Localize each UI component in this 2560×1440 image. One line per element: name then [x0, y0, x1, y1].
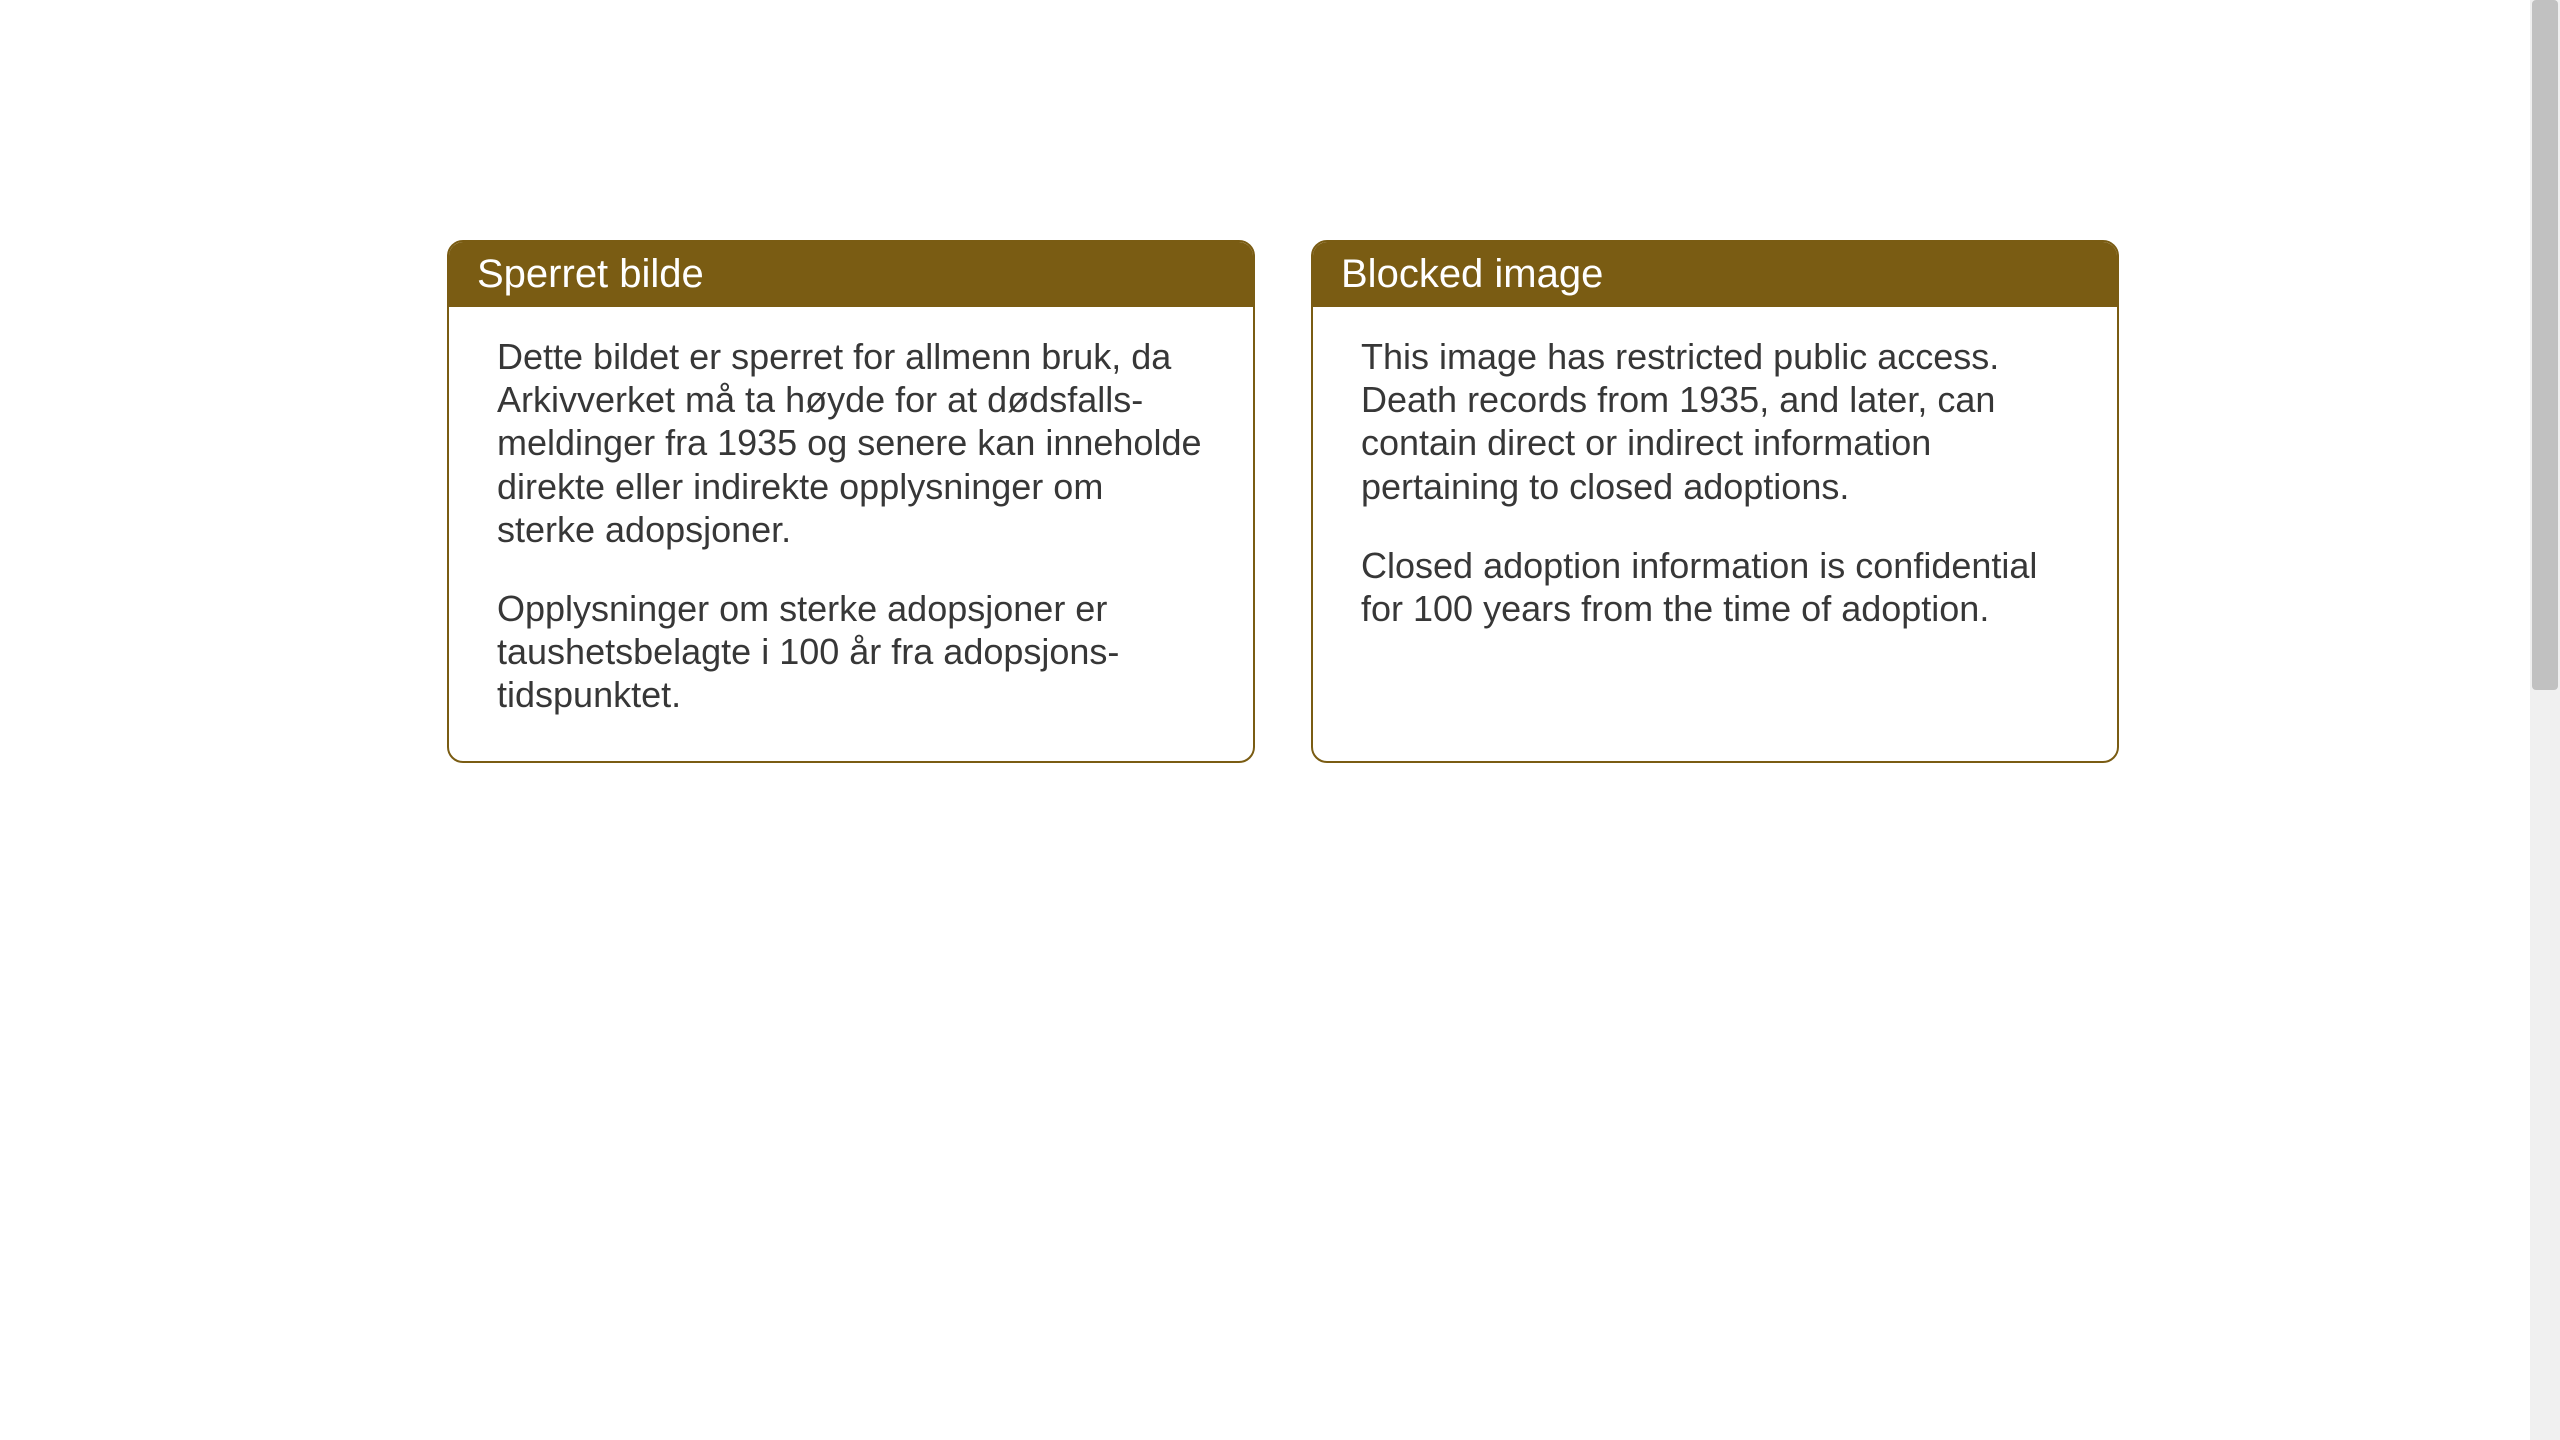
- card-norwegian-paragraph1: Dette bildet er sperret for allmenn bruk…: [497, 335, 1205, 551]
- scrollbar-track[interactable]: [2530, 0, 2560, 1440]
- scrollbar-thumb[interactable]: [2532, 0, 2558, 690]
- cards-container: Sperret bilde Dette bildet er sperret fo…: [447, 240, 2119, 763]
- card-norwegian-title: Sperret bilde: [477, 252, 704, 296]
- card-english-paragraph1: This image has restricted public access.…: [1361, 335, 2069, 508]
- card-norwegian-body: Dette bildet er sperret for allmenn bruk…: [449, 307, 1253, 761]
- card-english-paragraph2: Closed adoption information is confident…: [1361, 544, 2069, 630]
- card-norwegian-paragraph2: Opplysninger om sterke adopsjoner er tau…: [497, 587, 1205, 717]
- card-english-header: Blocked image: [1313, 242, 2117, 307]
- card-english-title: Blocked image: [1341, 252, 1603, 296]
- card-norwegian: Sperret bilde Dette bildet er sperret fo…: [447, 240, 1255, 763]
- card-norwegian-header: Sperret bilde: [449, 242, 1253, 307]
- card-english: Blocked image This image has restricted …: [1311, 240, 2119, 763]
- card-english-body: This image has restricted public access.…: [1313, 307, 2117, 674]
